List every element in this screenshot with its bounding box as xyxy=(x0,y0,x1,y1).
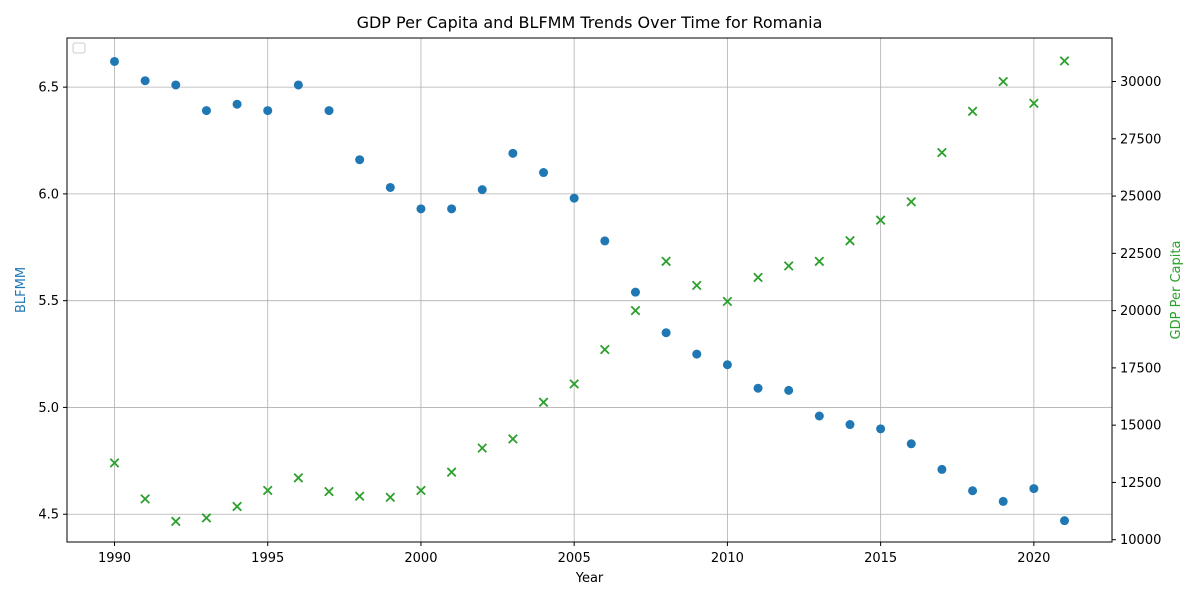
gdp-point xyxy=(967,106,978,117)
y-right-tick-label: 25000 xyxy=(1120,190,1161,205)
y-axis-right-label: GDP Per Capita xyxy=(1169,241,1184,340)
blfmm-point xyxy=(110,56,119,66)
x-axis-label: Year xyxy=(575,571,604,586)
blfmm-point xyxy=(814,411,824,421)
gdp-point xyxy=(661,256,671,267)
gdp-point xyxy=(508,434,518,444)
gdp-point xyxy=(753,272,763,283)
gdp-point xyxy=(1059,56,1070,66)
gdp-point xyxy=(140,494,150,504)
gdp-point xyxy=(324,486,334,497)
blfmm-point xyxy=(569,193,579,203)
x-tick-label: 2000 xyxy=(404,551,437,566)
x-tick-label: 2020 xyxy=(1017,551,1050,566)
y-right-tick-label: 22500 xyxy=(1120,247,1161,262)
y-left-tick-label: 6.5 xyxy=(38,81,59,96)
blfmm-point xyxy=(722,360,732,370)
gdp-point xyxy=(998,76,1009,87)
blfmm-point xyxy=(998,496,1008,506)
blfmm-point xyxy=(968,486,978,496)
y-right-tick-label: 30000 xyxy=(1120,75,1161,90)
gdp-point xyxy=(875,215,886,225)
y-right-tick-label: 12500 xyxy=(1120,476,1161,491)
y-right-tick-label: 10000 xyxy=(1120,533,1161,548)
y-right-tick-label: 17500 xyxy=(1120,361,1161,376)
gdp-point xyxy=(109,458,120,468)
grid xyxy=(67,38,1112,542)
gdp-point xyxy=(569,379,580,389)
plot-marks xyxy=(109,56,1070,527)
gdp-point xyxy=(599,344,610,355)
blfmm-point xyxy=(906,439,916,449)
plot-frame xyxy=(66,37,1113,543)
gdp-point xyxy=(630,305,641,316)
y-right-tick-label: 27500 xyxy=(1120,132,1161,147)
y-axis-left-label: BLFMM xyxy=(14,267,29,313)
blfmm-point xyxy=(293,80,303,90)
x-tick-label: 2015 xyxy=(864,551,897,566)
x-tick-label: 1995 xyxy=(251,551,284,566)
gdp-point xyxy=(814,256,825,267)
y-right-tick-label: 15000 xyxy=(1120,419,1161,434)
gdp-point xyxy=(477,443,488,453)
blfmm-point xyxy=(447,204,457,214)
gdp-point xyxy=(906,196,917,207)
gdp-point xyxy=(538,397,549,408)
gdp-point xyxy=(446,467,457,477)
x-tick-label: 2005 xyxy=(558,551,591,566)
blfmm-point xyxy=(630,287,640,297)
blfmm-point xyxy=(171,80,181,90)
blfmm-point xyxy=(385,182,395,192)
gdp-point xyxy=(170,516,181,527)
gdp-point xyxy=(416,485,426,496)
blfmm-point xyxy=(324,106,334,116)
blfmm-point xyxy=(355,155,365,165)
gdp-point xyxy=(232,501,242,512)
blfmm-point xyxy=(784,385,794,395)
blfmm-point xyxy=(600,236,610,246)
gdp-point xyxy=(262,485,273,496)
y-right-tick-label: 20000 xyxy=(1120,304,1161,319)
blfmm-point xyxy=(232,99,242,109)
gdp-point xyxy=(845,235,855,246)
blfmm-point xyxy=(201,106,211,116)
blfmm-point xyxy=(1029,484,1039,494)
blfmm-point xyxy=(140,76,150,86)
blfmm-point xyxy=(416,204,426,214)
y-left-tick-label: 5.0 xyxy=(38,401,59,416)
blfmm-point xyxy=(539,168,549,178)
x-tick-label: 2010 xyxy=(711,551,744,566)
y-left-tick-label: 4.5 xyxy=(38,508,59,523)
ticks: 1990 1995 2000 2005 2010 2015 2020 4.5 5.0 5.5 6.0… xyxy=(38,75,1161,566)
gdp-point xyxy=(354,491,365,502)
blfmm-point xyxy=(661,328,671,338)
blfmm-point xyxy=(753,383,763,393)
y-left-tick-label: 6.0 xyxy=(38,187,59,202)
gdp-point xyxy=(783,261,794,271)
blfmm-point xyxy=(937,464,947,474)
blfmm-point xyxy=(876,424,886,434)
gdp-point xyxy=(937,147,947,158)
blfmm-point xyxy=(508,148,518,158)
blfmm-point xyxy=(692,349,702,359)
blfmm-point xyxy=(477,185,487,195)
blfmm-point xyxy=(845,420,855,430)
blfmm-point xyxy=(263,106,273,116)
x-tick-label: 1990 xyxy=(98,551,131,566)
gdp-point xyxy=(293,473,304,483)
legend-box xyxy=(72,42,86,54)
blfmm-point xyxy=(1060,516,1069,526)
gdp-point xyxy=(691,280,702,291)
y-left-tick-label: 5.5 xyxy=(38,294,59,309)
gdp-point xyxy=(1029,98,1039,109)
gdp-point xyxy=(385,492,396,503)
chart-title: GDP Per Capita and BLFMM Trends Over Tim… xyxy=(357,13,823,32)
gdp-point xyxy=(722,296,733,307)
gdp-point xyxy=(201,513,212,523)
